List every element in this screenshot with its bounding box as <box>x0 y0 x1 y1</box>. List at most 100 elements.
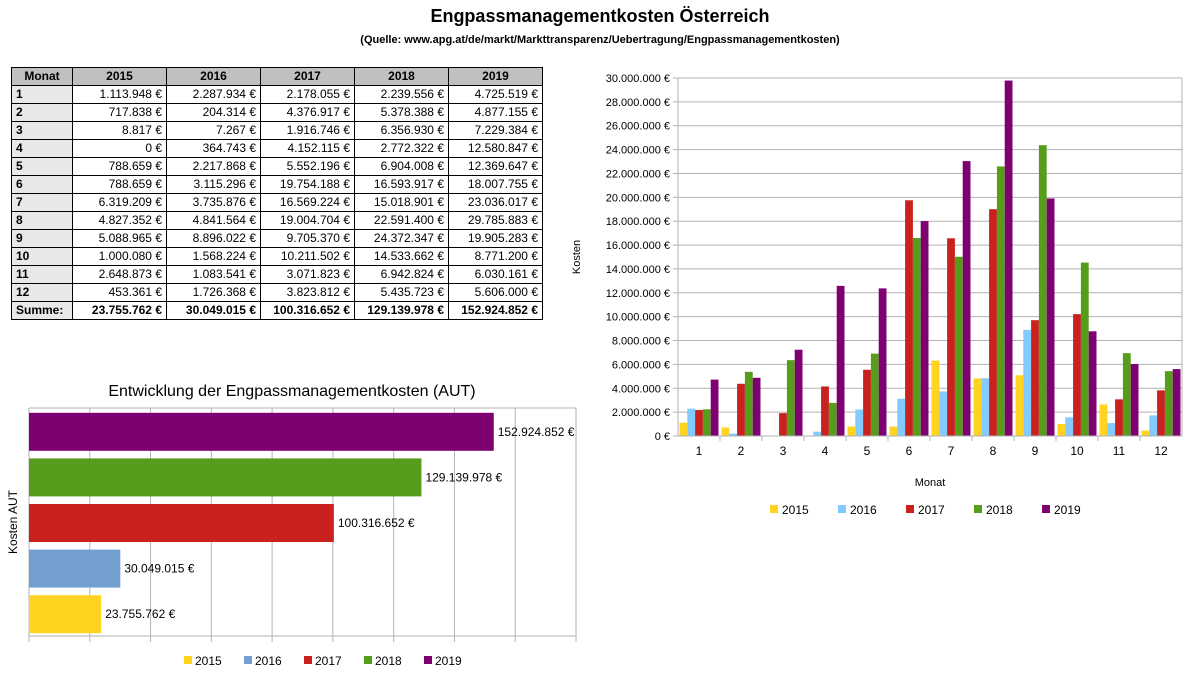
month-cell: 12 <box>11 283 73 302</box>
cost-cell: 4.841.564 € <box>166 211 261 230</box>
month-cell: 3 <box>11 121 73 140</box>
bar-2017-month-5 <box>863 369 871 436</box>
bar-2015-month-12 <box>1141 430 1150 436</box>
month-cell: 1 <box>11 85 73 104</box>
cost-cell: 100.316.652 € <box>260 301 355 320</box>
legend-swatch <box>906 505 914 513</box>
bar-2015-month-2 <box>721 427 730 436</box>
x-tick-label: 6 <box>906 444 913 458</box>
bar-2016-month-6 <box>897 398 906 436</box>
bar-2019-month-10 <box>1088 331 1097 436</box>
x-tick-label: 4 <box>822 444 829 458</box>
hbar-2019 <box>29 412 494 451</box>
cost-cell: 12.369.647 € <box>448 157 543 176</box>
y-tick-label: 24.000.000 € <box>606 145 670 157</box>
cost-cell: 7.229.384 € <box>448 121 543 140</box>
cost-cell: 4.827.352 € <box>72 211 167 230</box>
cost-cell: 1.083.541 € <box>166 265 261 284</box>
x-tick-label: 11 <box>1113 444 1126 458</box>
cost-cell: 6.904.008 € <box>354 157 449 176</box>
bar-2017-month-12 <box>1157 390 1165 436</box>
bar-2016-month-10 <box>1065 417 1074 436</box>
hbar-2015 <box>29 595 102 634</box>
cost-cell: 6.319.209 € <box>72 193 167 212</box>
month-cell: Summe: <box>11 301 73 320</box>
cost-cell: 5.088.965 € <box>72 229 167 248</box>
bar-2019-month-6 <box>920 221 929 436</box>
table-row: 6 788.659 €3.115.296 €19.754.188 €16.593.… <box>11 175 543 194</box>
bar-2019-month-7 <box>962 161 971 437</box>
cost-cell: 129.139.978 € <box>354 301 449 320</box>
table-row: 7 6.319.209 €3.735.876 €16.569.224 €15.01… <box>11 193 543 212</box>
y-axis-label: Kosten AUT <box>6 489 20 554</box>
cost-cell: 204.314 € <box>166 103 261 122</box>
x-tick-label: 5 <box>864 444 871 458</box>
hbar-value-label: 152.924.852 € <box>498 425 575 439</box>
x-tick-label: 10 <box>1070 444 1084 458</box>
x-tick-label: 2 <box>738 444 745 458</box>
bar-2016-month-4 <box>813 431 822 436</box>
cost-cell: 2.178.055 € <box>260 85 355 104</box>
page-title: Engpassmanagementkosten Österreich <box>430 6 770 26</box>
x-tick-label: 12 <box>1154 444 1168 458</box>
cost-cell: 12.580.847 € <box>448 139 543 158</box>
bar-2018-month-1 <box>702 409 711 436</box>
table-row: 2 717.838 €204.314 €4.376.917 €5.378.388 … <box>11 103 543 122</box>
table-header-cell: 2016 <box>166 67 261 86</box>
bar-2019-month-5 <box>878 288 887 436</box>
legend-swatch <box>770 505 778 513</box>
cost-cell: 788.659 € <box>72 157 167 176</box>
cost-cell: 2.772.322 € <box>354 139 449 158</box>
month-cell: 7 <box>11 193 73 212</box>
table-row: 1 1.113.948 €2.287.934 €2.178.055 €2.239.… <box>11 85 543 104</box>
hbar-value-label: 129.139.978 € <box>425 470 502 484</box>
bar-2016-month-2 <box>729 433 738 436</box>
cost-cell: 5.552.196 € <box>260 157 355 176</box>
cost-cell: 1.568.224 € <box>166 247 261 266</box>
cost-cell: 152.924.852 € <box>448 301 543 320</box>
bar-2018-month-9 <box>1038 145 1047 436</box>
y-tick-label: 28.000.000 € <box>606 97 670 109</box>
cost-cell: 19.754.188 € <box>260 175 355 194</box>
table-row: 12 453.361 €1.726.368 €3.823.812 €5.435.7… <box>11 283 543 302</box>
cost-cell: 15.018.901 € <box>354 193 449 212</box>
bar-2018-month-10 <box>1080 262 1089 436</box>
bar-2017-month-9 <box>1031 320 1039 436</box>
month-cell: 4 <box>11 139 73 158</box>
cost-cell: 30.049.015 € <box>166 301 261 320</box>
annual-hbar-chart: Entwicklung der Engpassmanagementkosten … <box>6 383 577 668</box>
legend-label: 2016 <box>255 654 282 668</box>
y-tick-label: 4.000.000 € <box>612 383 670 395</box>
cost-cell: 8.817 € <box>72 121 167 140</box>
monthly-bar-chart: 0 € 2.000.000 € 4.000.000 € 6.000.000 € 8.00… <box>571 73 1183 517</box>
x-tick-label: 9 <box>1032 444 1039 458</box>
table-row: 3 8.817 €7.267 €1.916.746 €6.356.930 €7.2… <box>11 121 543 140</box>
cost-cell: 4.376.917 € <box>260 103 355 122</box>
month-cell: 10 <box>11 247 73 266</box>
table-header-cell: 2018 <box>354 67 449 86</box>
legend-label: 2018 <box>375 654 402 668</box>
y-tick-label: 0 € <box>655 431 670 443</box>
table-sum-row: Summe: 23.755.762 €30.049.015 €100.316.65… <box>11 301 543 320</box>
legend-label: 2016 <box>850 503 877 517</box>
bar-2015-month-11 <box>1099 404 1108 436</box>
legend-swatch <box>974 505 982 513</box>
month-cell: 6 <box>11 175 73 194</box>
bar-2018-month-4 <box>828 402 837 436</box>
y-tick-label: 20.000.000 € <box>606 192 670 204</box>
bar-2015-month-8 <box>973 378 982 436</box>
cost-cell: 22.591.400 € <box>354 211 449 230</box>
bar-2018-month-7 <box>954 256 963 436</box>
chart-title: Entwicklung der Engpassmanagementkosten … <box>108 383 475 400</box>
table-row: 11 2.648.873 €1.083.541 €3.071.823 €6.942… <box>11 265 543 284</box>
cost-cell: 23.036.017 € <box>448 193 543 212</box>
bar-2019-month-9 <box>1046 198 1055 436</box>
bar-2017-month-4 <box>821 386 829 436</box>
cost-cell: 6.942.824 € <box>354 265 449 284</box>
cost-cell: 4.725.519 € <box>448 85 543 104</box>
cost-cell: 7.267 € <box>166 121 261 140</box>
table-row: 10 1.000.080 €1.568.224 €10.211.502 €14.5… <box>11 247 543 266</box>
bar-2016-month-8 <box>981 378 990 436</box>
cost-cell: 3.823.812 € <box>260 283 355 302</box>
bar-2019-month-1 <box>710 379 719 436</box>
